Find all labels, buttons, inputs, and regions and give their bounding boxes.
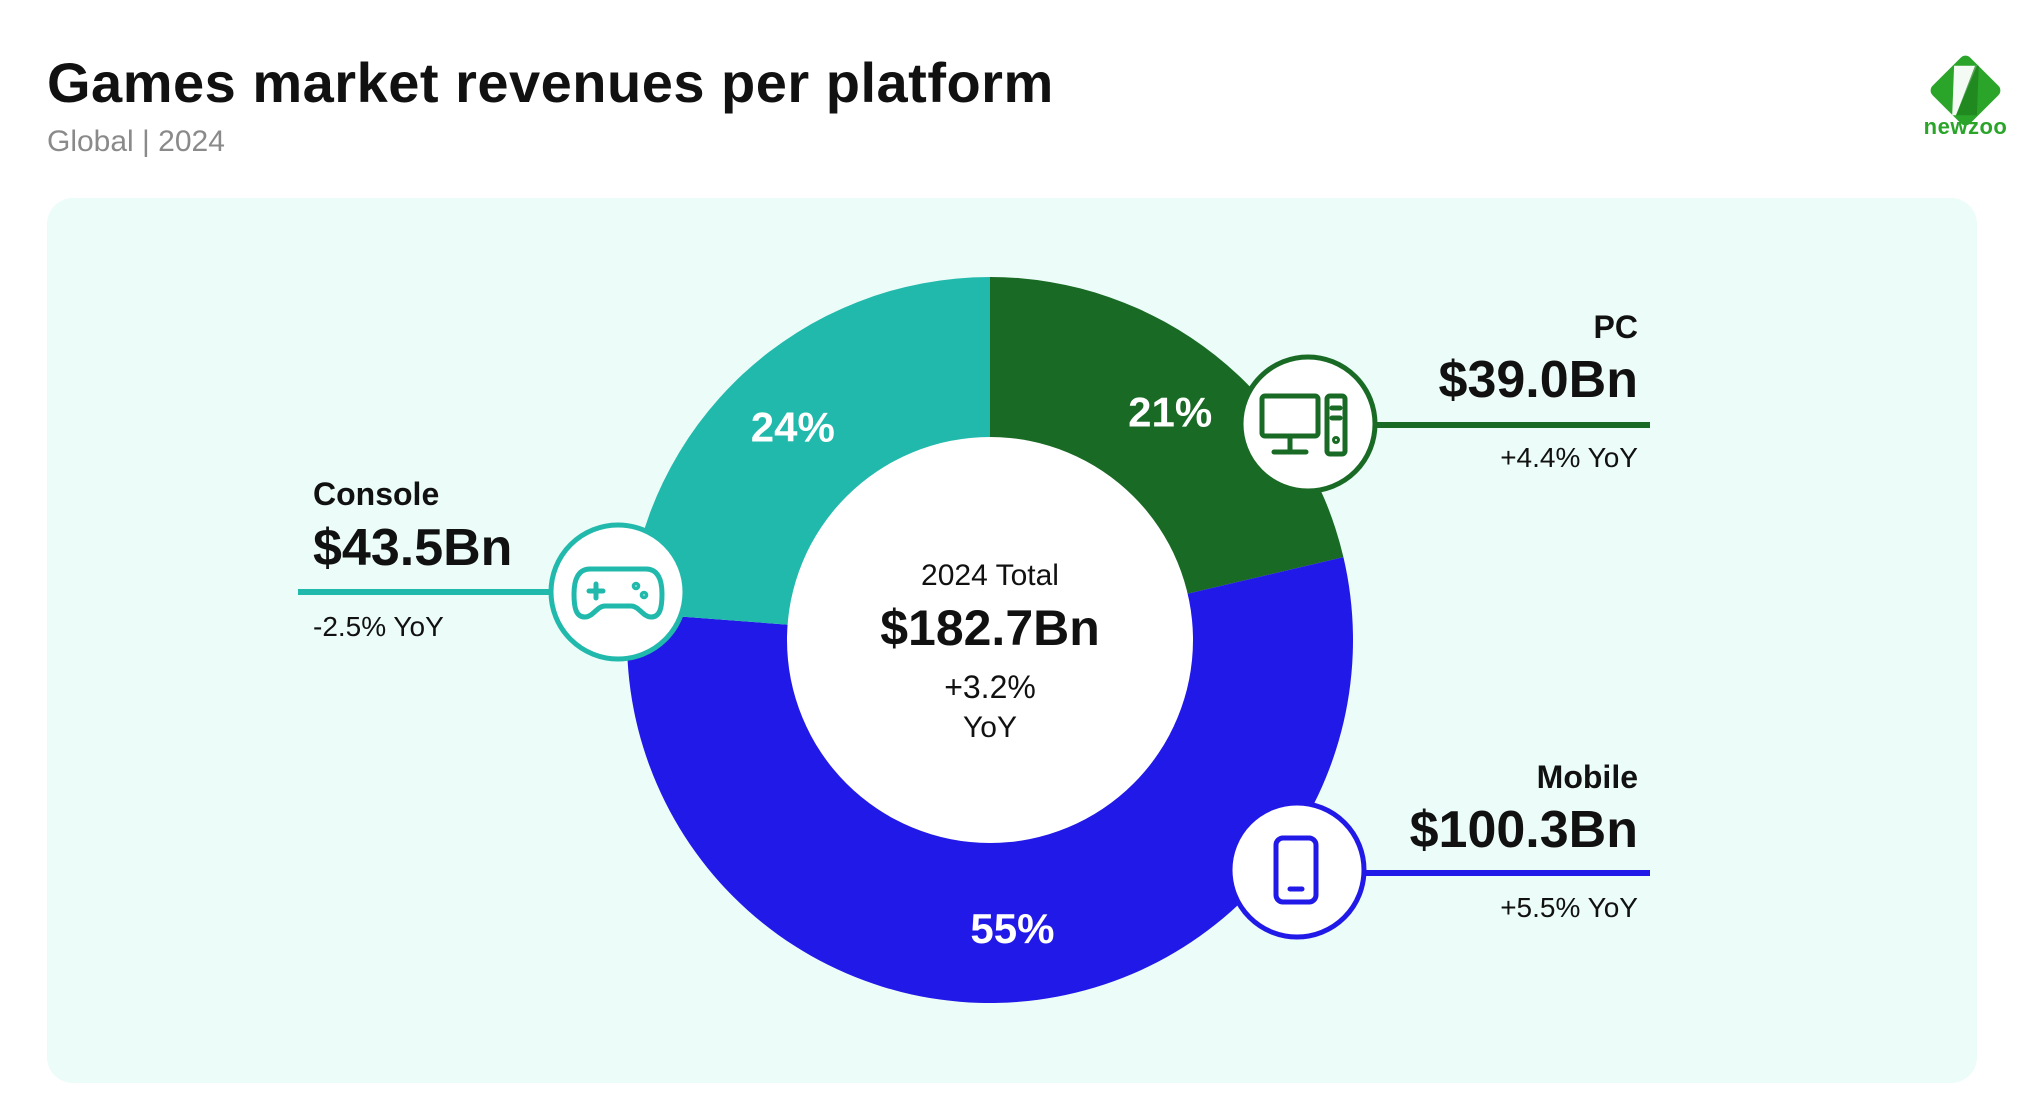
pc-value: $39.0Bn (1439, 351, 1638, 409)
chart-title: Games market revenues per platform (47, 51, 1054, 114)
newzoo-logo-icon (1930, 55, 2001, 126)
center-total-change-unit: YoY (963, 711, 1017, 744)
pc-icon-badge (1238, 354, 1378, 494)
mobile-label: Mobile (1537, 759, 1638, 795)
pc-label: PC (1594, 309, 1638, 345)
console-change: -2.5% YoY (313, 611, 444, 642)
desktop-computer-icon (1259, 393, 1348, 457)
center-total-value: $182.7Bn (880, 600, 1100, 656)
slice-percent-label-console: 24% (751, 403, 835, 450)
mobile-icon-badge (1227, 800, 1367, 940)
logo-wordmark: newzoo (1923, 114, 2008, 139)
console-label: Console (313, 476, 439, 512)
mobile-value: $100.3Bn (1410, 801, 1638, 859)
gamepad-icon (571, 566, 665, 620)
center-total-label: 2024 Total (921, 559, 1059, 592)
mobile-change: +5.5% YoY (1500, 892, 1638, 923)
pc-change: +4.4% YoY (1500, 442, 1638, 473)
console-icon-badge (548, 522, 688, 662)
smartphone-icon (1273, 835, 1319, 905)
slice-percent-label-mobile: 55% (970, 905, 1054, 952)
chart-subtitle: Global | 2024 (47, 125, 225, 158)
center-total-change: +3.2% (944, 669, 1036, 705)
donut-hole (787, 437, 1193, 843)
console-value: $43.5Bn (313, 519, 512, 577)
slice-percent-label-pc: 21% (1128, 389, 1212, 436)
